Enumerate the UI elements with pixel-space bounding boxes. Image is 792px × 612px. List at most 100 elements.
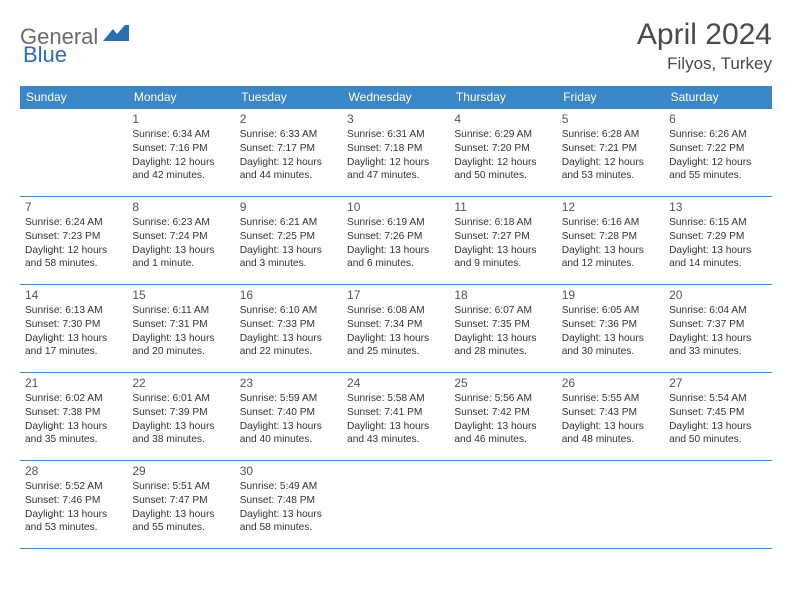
calendar-day-cell: 17Sunrise: 6:08 AMSunset: 7:34 PMDayligh… bbox=[342, 285, 449, 373]
sun-info: Sunrise: 6:08 AMSunset: 7:34 PMDaylight:… bbox=[347, 304, 444, 359]
calendar-day-cell: 5 Sunrise: 6:28 AMSunset: 7:21 PMDaylight… bbox=[557, 109, 664, 197]
calendar-week-row: 1 Sunrise: 6:34 AMSunset: 7:16 PMDaylight… bbox=[20, 109, 772, 197]
calendar-week-row: 28Sunrise: 5:52 AMSunset: 7:46 PMDayligh… bbox=[20, 461, 772, 549]
day-number: 25 bbox=[454, 376, 551, 390]
day-number: 24 bbox=[347, 376, 444, 390]
calendar-day-cell: 18 Sunrise: 6:07 AMSunset: 7:35 PMDayligh… bbox=[449, 285, 556, 373]
day-number: 4 bbox=[454, 112, 551, 126]
sun-info: Sunrise: 5:58 AMSunset: 7:41 PMDaylight:… bbox=[347, 392, 444, 447]
sun-info: Sunrise: 5:51 AMSunset: 7:47 PMDaylight:… bbox=[132, 480, 229, 535]
sun-info: Sunrise: 6:29 AMSunset: 7:20 PMDaylight:… bbox=[454, 128, 551, 183]
sun-info: Sunrise: 6:05 AMSunset: 7:36 PMDaylight:… bbox=[562, 304, 659, 359]
day-number: 29 bbox=[132, 464, 229, 478]
sun-info: Sunrise: 6:18 AMSunset: 7:27 PMDaylight:… bbox=[454, 216, 551, 271]
sun-info: Sunrise: 6:04 AMSunset: 7:37 PMDaylight:… bbox=[669, 304, 766, 359]
calendar-day-cell: 6 Sunrise: 6:26 AMSunset: 7:22 PMDaylight… bbox=[664, 109, 771, 197]
calendar-day-cell: 25 Sunrise: 5:56 AMSunset: 7:42 PMDayligh… bbox=[449, 373, 556, 461]
sun-info: Sunrise: 5:52 AMSunset: 7:46 PMDaylight:… bbox=[25, 480, 122, 535]
brand-word-2: Blue bbox=[23, 42, 67, 68]
calendar-day-cell bbox=[342, 461, 449, 549]
calendar-day-cell bbox=[449, 461, 556, 549]
calendar-day-cell bbox=[20, 109, 127, 197]
calendar-day-cell: 8 Sunrise: 6:23 AMSunset: 7:24 PMDaylight… bbox=[127, 197, 234, 285]
day-number: 1 bbox=[132, 112, 229, 126]
calendar-day-cell: 13 Sunrise: 6:15 AMSunset: 7:29 PMDayligh… bbox=[664, 197, 771, 285]
sun-info: Sunrise: 6:23 AMSunset: 7:24 PMDaylight:… bbox=[132, 216, 229, 271]
calendar-day-cell: 29 Sunrise: 5:51 AMSunset: 7:47 PMDayligh… bbox=[127, 461, 234, 549]
calendar-day-cell bbox=[557, 461, 664, 549]
brand-wave-icon bbox=[103, 25, 129, 48]
calendar-day-cell: 1 Sunrise: 6:34 AMSunset: 7:16 PMDaylight… bbox=[127, 109, 234, 197]
sun-info: Sunrise: 6:19 AMSunset: 7:26 PMDaylight:… bbox=[347, 216, 444, 271]
sun-info: Sunrise: 6:28 AMSunset: 7:21 PMDaylight:… bbox=[562, 128, 659, 183]
sun-info: Sunrise: 6:15 AMSunset: 7:29 PMDaylight:… bbox=[669, 216, 766, 271]
calendar-week-row: 14 Sunrise: 6:13 AMSunset: 7:30 PMDayligh… bbox=[20, 285, 772, 373]
sun-info: Sunrise: 6:13 AMSunset: 7:30 PMDaylight:… bbox=[25, 304, 122, 359]
day-number: 10 bbox=[347, 200, 444, 214]
day-number: 2 bbox=[240, 112, 337, 126]
calendar-day-cell: 30 Sunrise: 5:49 AMSunset: 7:48 PMDayligh… bbox=[235, 461, 342, 549]
calendar-day-cell: 11Sunrise: 6:18 AMSunset: 7:27 PMDayligh… bbox=[449, 197, 556, 285]
day-header: Sunday bbox=[20, 86, 127, 109]
calendar-day-cell: 19Sunrise: 6:05 AMSunset: 7:36 PMDayligh… bbox=[557, 285, 664, 373]
day-header: Tuesday bbox=[235, 86, 342, 109]
calendar-page: General April 2024 Filyos, Turkey Blue S… bbox=[0, 0, 792, 559]
day-number: 20 bbox=[669, 288, 766, 302]
sun-info: Sunrise: 5:54 AMSunset: 7:45 PMDaylight:… bbox=[669, 392, 766, 447]
sun-info: Sunrise: 6:07 AMSunset: 7:35 PMDaylight:… bbox=[454, 304, 551, 359]
calendar-week-row: 7 Sunrise: 6:24 AMSunset: 7:23 PMDaylight… bbox=[20, 197, 772, 285]
day-number: 27 bbox=[669, 376, 766, 390]
sun-info: Sunrise: 5:55 AMSunset: 7:43 PMDaylight:… bbox=[562, 392, 659, 447]
sun-info: Sunrise: 6:26 AMSunset: 7:22 PMDaylight:… bbox=[669, 128, 766, 183]
calendar-day-cell: 7 Sunrise: 6:24 AMSunset: 7:23 PMDaylight… bbox=[20, 197, 127, 285]
day-number: 9 bbox=[240, 200, 337, 214]
sun-info: Sunrise: 6:11 AMSunset: 7:31 PMDaylight:… bbox=[132, 304, 229, 359]
day-header: Thursday bbox=[449, 86, 556, 109]
day-number: 13 bbox=[669, 200, 766, 214]
calendar-day-cell: 27 Sunrise: 5:54 AMSunset: 7:45 PMDayligh… bbox=[664, 373, 771, 461]
sun-info: Sunrise: 5:56 AMSunset: 7:42 PMDaylight:… bbox=[454, 392, 551, 447]
sun-info: Sunrise: 6:21 AMSunset: 7:25 PMDaylight:… bbox=[240, 216, 337, 271]
calendar-day-cell: 28Sunrise: 5:52 AMSunset: 7:46 PMDayligh… bbox=[20, 461, 127, 549]
calendar-day-cell: 4 Sunrise: 6:29 AMSunset: 7:20 PMDaylight… bbox=[449, 109, 556, 197]
calendar-day-cell: 9 Sunrise: 6:21 AMSunset: 7:25 PMDaylight… bbox=[235, 197, 342, 285]
day-number: 14 bbox=[25, 288, 122, 302]
day-number: 7 bbox=[25, 200, 122, 214]
calendar-day-cell: 21 Sunrise: 6:02 AMSunset: 7:38 PMDayligh… bbox=[20, 373, 127, 461]
calendar-day-cell: 22Sunrise: 6:01 AMSunset: 7:39 PMDayligh… bbox=[127, 373, 234, 461]
sun-info: Sunrise: 6:33 AMSunset: 7:17 PMDaylight:… bbox=[240, 128, 337, 183]
day-number: 30 bbox=[240, 464, 337, 478]
calendar-header-row: Sunday Monday Tuesday Wednesday Thursday… bbox=[20, 86, 772, 109]
month-title: April 2024 bbox=[637, 18, 772, 52]
calendar-body: 1 Sunrise: 6:34 AMSunset: 7:16 PMDaylight… bbox=[20, 109, 772, 549]
location-subtitle: Filyos, Turkey bbox=[637, 54, 772, 74]
title-block: April 2024 Filyos, Turkey bbox=[637, 18, 772, 74]
sun-info: Sunrise: 6:01 AMSunset: 7:39 PMDaylight:… bbox=[132, 392, 229, 447]
sun-info: Sunrise: 5:59 AMSunset: 7:40 PMDaylight:… bbox=[240, 392, 337, 447]
day-header: Saturday bbox=[664, 86, 771, 109]
calendar-day-cell: 15 Sunrise: 6:11 AMSunset: 7:31 PMDayligh… bbox=[127, 285, 234, 373]
calendar-week-row: 21 Sunrise: 6:02 AMSunset: 7:38 PMDayligh… bbox=[20, 373, 772, 461]
sun-info: Sunrise: 6:16 AMSunset: 7:28 PMDaylight:… bbox=[562, 216, 659, 271]
calendar-day-cell: 23Sunrise: 5:59 AMSunset: 7:40 PMDayligh… bbox=[235, 373, 342, 461]
sun-info: Sunrise: 6:24 AMSunset: 7:23 PMDaylight:… bbox=[25, 216, 122, 271]
day-number: 18 bbox=[454, 288, 551, 302]
calendar-day-cell: 3Sunrise: 6:31 AMSunset: 7:18 PMDaylight… bbox=[342, 109, 449, 197]
calendar-day-cell: 20 Sunrise: 6:04 AMSunset: 7:37 PMDayligh… bbox=[664, 285, 771, 373]
calendar-day-cell: 14 Sunrise: 6:13 AMSunset: 7:30 PMDayligh… bbox=[20, 285, 127, 373]
sun-info: Sunrise: 5:49 AMSunset: 7:48 PMDaylight:… bbox=[240, 480, 337, 535]
day-number: 8 bbox=[132, 200, 229, 214]
sun-info: Sunrise: 6:10 AMSunset: 7:33 PMDaylight:… bbox=[240, 304, 337, 359]
calendar-day-cell: 12Sunrise: 6:16 AMSunset: 7:28 PMDayligh… bbox=[557, 197, 664, 285]
calendar-day-cell bbox=[664, 461, 771, 549]
calendar-day-cell: 2 Sunrise: 6:33 AMSunset: 7:17 PMDaylight… bbox=[235, 109, 342, 197]
day-number: 6 bbox=[669, 112, 766, 126]
calendar-day-cell: 26 Sunrise: 5:55 AMSunset: 7:43 PMDayligh… bbox=[557, 373, 664, 461]
day-number: 26 bbox=[562, 376, 659, 390]
day-number: 15 bbox=[132, 288, 229, 302]
day-number: 21 bbox=[25, 376, 122, 390]
sun-info: Sunrise: 6:02 AMSunset: 7:38 PMDaylight:… bbox=[25, 392, 122, 447]
day-number: 3 bbox=[347, 112, 444, 126]
day-number: 5 bbox=[562, 112, 659, 126]
sun-info: Sunrise: 6:34 AMSunset: 7:16 PMDaylight:… bbox=[132, 128, 229, 183]
